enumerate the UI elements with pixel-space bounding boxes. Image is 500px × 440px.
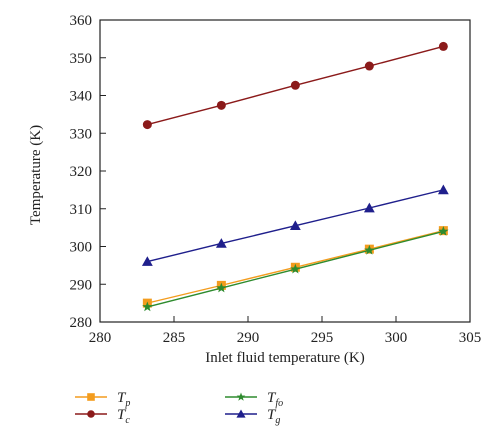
- y-tick-label: 340: [70, 89, 93, 105]
- legend-item-g: Tg: [225, 407, 280, 426]
- data-point: [438, 226, 449, 236]
- y-tick-label: 350: [70, 51, 93, 67]
- data-point: [142, 120, 152, 130]
- y-tick-label: 330: [70, 126, 93, 142]
- plot-frame: [99, 19, 471, 323]
- y-tick-label: 310: [70, 202, 93, 218]
- y-tick-label: 360: [70, 13, 93, 29]
- series-layer: [141, 41, 449, 312]
- y-tick-label: 290: [70, 277, 93, 293]
- data-point: [142, 301, 153, 312]
- x-tick-label: 280: [89, 330, 112, 346]
- x-tick-label: 305: [459, 330, 482, 346]
- series-fo: [142, 226, 449, 312]
- y-tick-label: 320: [70, 164, 93, 180]
- data-point: [216, 282, 227, 293]
- y-axis: 280 290 300 310 320 330 340 350 360: [70, 13, 106, 331]
- y-axis-label: Temperature (K): [28, 125, 44, 225]
- legend-marker: [87, 410, 95, 418]
- legend-marker: [236, 392, 246, 401]
- legend-label: Tg: [267, 407, 280, 426]
- x-axis-label: Inlet fluid temperature (K): [205, 350, 365, 366]
- series-g: [141, 184, 449, 266]
- x-tick-label: 300: [385, 330, 408, 346]
- data-point: [290, 263, 301, 274]
- series-c: [142, 41, 448, 130]
- plot-border: [99, 19, 471, 323]
- data-point: [364, 244, 375, 255]
- legend-item-c: Tc: [75, 407, 130, 426]
- legend-item-p: Tp: [75, 390, 130, 409]
- data-point: [141, 256, 153, 266]
- data-point: [290, 80, 300, 90]
- data-point: [438, 41, 448, 51]
- legend-marker: [87, 393, 95, 401]
- legend-label: Tfo: [267, 390, 283, 409]
- data-point: [216, 100, 226, 110]
- data-point: [215, 238, 227, 248]
- legend-marker: [236, 409, 246, 418]
- legend-label: Tc: [117, 407, 130, 426]
- y-tick-label: 300: [70, 240, 93, 256]
- x-axis: 280 285 290 295 300 305: [89, 316, 482, 346]
- data-point: [364, 61, 374, 71]
- data-point: [437, 184, 449, 195]
- x-tick-label: 290: [237, 330, 260, 346]
- legend-item-fo: Tfo: [225, 390, 283, 409]
- y-tick-label: 280: [70, 315, 93, 331]
- data-point: [363, 202, 375, 213]
- data-point: [289, 220, 301, 231]
- x-tick-label: 285: [163, 330, 186, 346]
- x-tick-label: 295: [311, 330, 334, 346]
- legend-label: Tp: [117, 390, 130, 409]
